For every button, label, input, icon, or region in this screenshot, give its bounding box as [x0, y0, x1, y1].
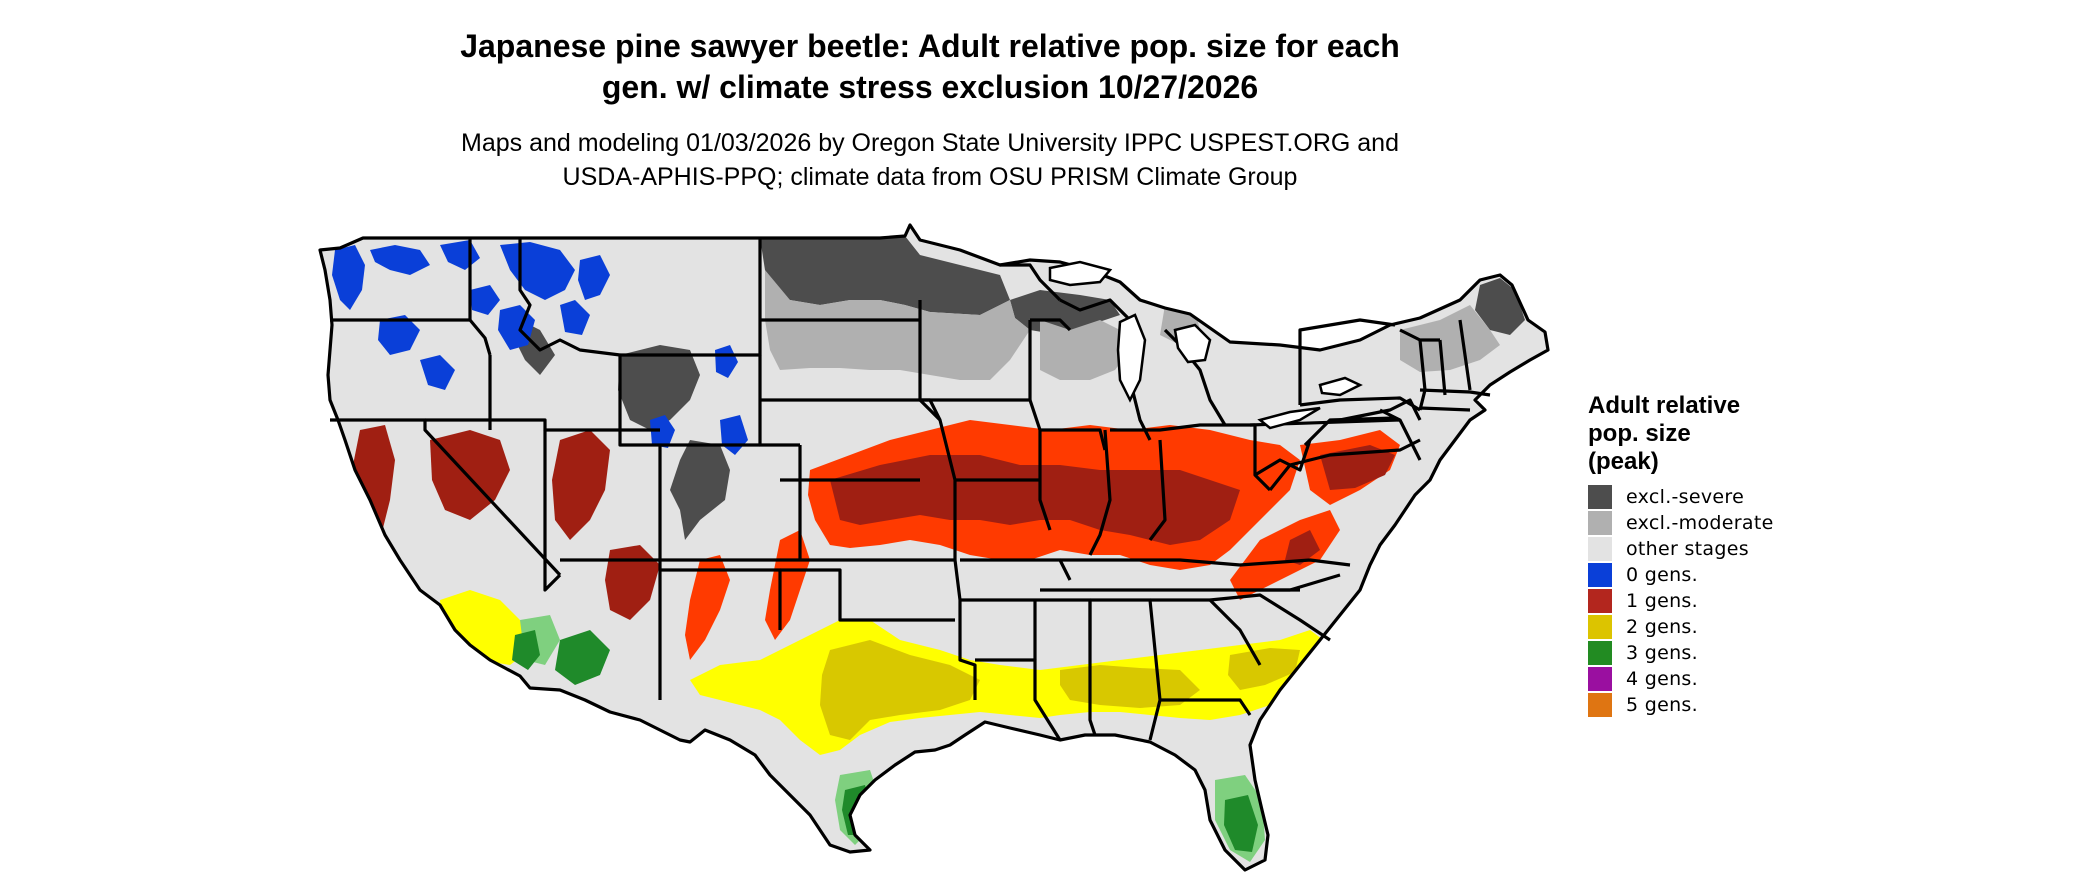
- map-title-line-2: gen. w/ climate stress exclusion 10/27/2…: [601, 69, 1259, 105]
- legend-label: excl.-severe: [1626, 486, 1745, 508]
- map-title-line-1: Japanese pine sawyer beetle: Adult relat…: [460, 28, 1400, 64]
- legend-swatch: [1588, 485, 1612, 509]
- legend-label: 2 gens.: [1626, 616, 1698, 638]
- legend-item: 1 gens.: [1588, 588, 1848, 614]
- legend-swatch: [1588, 537, 1612, 561]
- legend: Adult relative pop. size (peak) excl.-se…: [1588, 392, 1848, 718]
- legend-item: excl.-severe: [1588, 484, 1848, 510]
- legend-title-line-1: Adult relative: [1588, 392, 1741, 419]
- legend-item: 5 gens.: [1588, 692, 1848, 718]
- great-lakes: [1048, 260, 1363, 430]
- legend-item: 0 gens.: [1588, 562, 1848, 588]
- legend-swatch: [1588, 641, 1612, 665]
- legend-label: 0 gens.: [1626, 564, 1698, 586]
- legend-title-line-2: pop. size: [1588, 420, 1691, 447]
- map-subtitle-line-1: Maps and modeling 01/03/2026 by Oregon S…: [461, 129, 1399, 157]
- legend-swatch: [1588, 615, 1612, 639]
- map-title: Japanese pine sawyer beetle: Adult relat…: [330, 26, 1530, 108]
- legend-label: 5 gens.: [1626, 694, 1698, 716]
- model-layers: [332, 236, 1525, 862]
- map-subtitle: Maps and modeling 01/03/2026 by Oregon S…: [330, 126, 1530, 194]
- legend-label: 3 gens.: [1626, 642, 1698, 664]
- title-block: Japanese pine sawyer beetle: Adult relat…: [330, 26, 1530, 194]
- legend-label: other stages: [1626, 538, 1749, 560]
- state-borders: [318, 223, 1550, 872]
- legend-title-line-3: (peak): [1588, 448, 1659, 475]
- legend-items: excl.-severe excl.-moderate other stages 0 …: [1588, 484, 1848, 718]
- legend-swatch: [1588, 563, 1612, 587]
- map-subtitle-line-2: USDA-APHIS-PPQ; climate data from OSU PR…: [562, 163, 1298, 191]
- legend-item: 2 gens.: [1588, 614, 1848, 640]
- legend-swatch: [1588, 693, 1612, 717]
- legend-label: 1 gens.: [1626, 590, 1698, 612]
- legend-label: 4 gens.: [1626, 668, 1698, 690]
- us-map: [300, 220, 1580, 890]
- legend-item: other stages: [1588, 536, 1848, 562]
- gen2-dark-regions: [820, 640, 1300, 740]
- legend-item: 3 gens.: [1588, 640, 1848, 666]
- legend-swatch: [1588, 589, 1612, 613]
- gen0-regions: [332, 240, 748, 455]
- legend-swatch: [1588, 511, 1612, 535]
- legend-item: excl.-moderate: [1588, 510, 1848, 536]
- legend-title: Adult relative pop. size (peak): [1588, 392, 1788, 476]
- legend-label: excl.-moderate: [1626, 512, 1774, 534]
- legend-swatch: [1588, 667, 1612, 691]
- excl-moderate-regions: [765, 270, 1500, 380]
- us-map-svg: [318, 223, 1550, 872]
- legend-item: 4 gens.: [1588, 666, 1848, 692]
